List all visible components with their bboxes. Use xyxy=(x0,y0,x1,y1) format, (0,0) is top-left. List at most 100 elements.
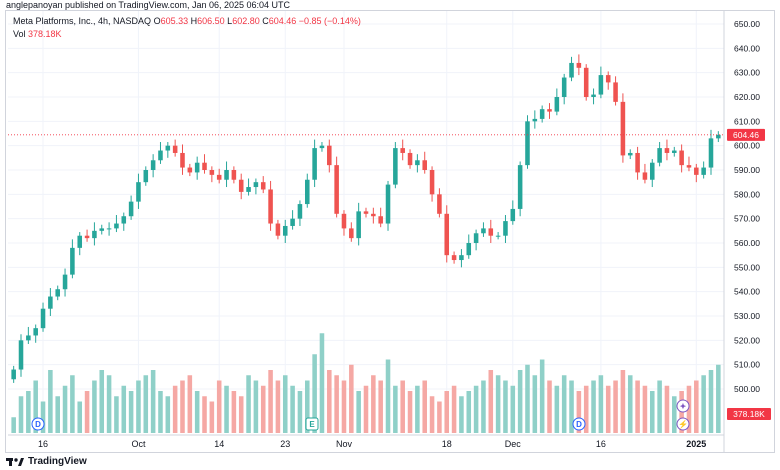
volume-bar xyxy=(525,364,530,433)
volume-bar xyxy=(591,380,596,433)
tradingview-brand[interactable]: TradingView xyxy=(6,456,87,467)
volume-bar xyxy=(282,375,288,433)
candle xyxy=(282,225,288,236)
volume-bar xyxy=(231,391,237,433)
candle xyxy=(716,134,721,139)
candle xyxy=(481,228,486,234)
volume-bar xyxy=(202,396,207,433)
candle xyxy=(517,165,523,209)
volume-bar xyxy=(488,370,494,433)
volume-bar xyxy=(246,375,251,433)
volume-bar xyxy=(569,380,574,433)
candle xyxy=(708,138,714,168)
volume-bar xyxy=(150,370,156,433)
volume-bar xyxy=(341,380,347,433)
x-tick-label: 2025 xyxy=(686,439,706,449)
last-volume-label: 378.18K xyxy=(733,409,765,419)
volume-bar xyxy=(400,380,405,433)
volume-bar xyxy=(11,417,16,433)
candle xyxy=(216,174,222,180)
volume-bar xyxy=(143,375,149,433)
dividend-marker-icon[interactable] xyxy=(31,417,45,431)
high-label: H xyxy=(190,16,198,26)
volume-bar xyxy=(517,370,523,433)
volume-bar xyxy=(437,401,442,433)
candle xyxy=(290,218,295,226)
candle xyxy=(547,109,552,112)
volume-bar xyxy=(481,380,486,433)
volume-bar xyxy=(635,380,640,433)
candle xyxy=(246,187,251,192)
candle xyxy=(92,230,97,239)
event-marker-icon-glyph: ✦ xyxy=(680,402,687,411)
y-tick-label: 540.00 xyxy=(734,287,760,297)
volume-bar xyxy=(583,385,589,433)
x-tick-label: 16 xyxy=(596,439,606,449)
dividend-marker-icon[interactable] xyxy=(572,417,586,431)
candle xyxy=(349,228,354,239)
volume-bar xyxy=(158,391,163,433)
y-tick-label: 500.00 xyxy=(734,384,760,394)
chart-frame xyxy=(5,10,775,453)
candle xyxy=(525,121,530,166)
earnings-marker-icon[interactable] xyxy=(305,417,319,431)
candle xyxy=(26,335,31,341)
y-tick-label: 620.00 xyxy=(734,92,760,102)
x-tick-label: Nov xyxy=(336,439,353,449)
symbol-legend: Meta Platforms, Inc., 4h, NASDAQ O605.33… xyxy=(13,16,361,26)
candle xyxy=(539,109,545,119)
candle xyxy=(679,150,684,166)
volume-bar xyxy=(18,396,24,433)
candle xyxy=(55,289,60,297)
candle xyxy=(150,160,156,170)
open-value: 605.33 xyxy=(160,16,189,26)
volume-bar xyxy=(510,385,516,433)
candle xyxy=(363,211,369,214)
candle xyxy=(495,235,501,237)
volume-bar xyxy=(649,391,655,433)
volume-bar xyxy=(716,364,721,433)
candle xyxy=(194,162,200,173)
candle xyxy=(686,165,692,168)
volume-bar xyxy=(701,375,706,433)
last-price-tag xyxy=(727,128,765,141)
volume-bar xyxy=(642,385,648,433)
candle xyxy=(356,211,361,239)
candle xyxy=(378,216,383,224)
candle xyxy=(466,243,472,256)
candle xyxy=(202,162,207,170)
lightning-marker-icon[interactable] xyxy=(676,417,690,431)
volume-bar xyxy=(26,391,31,433)
candle xyxy=(583,67,589,97)
high-value: 606.50 xyxy=(197,16,225,26)
event-marker-icon[interactable] xyxy=(676,399,690,413)
candle xyxy=(334,165,339,214)
volume-bar xyxy=(466,391,472,433)
candle xyxy=(62,274,68,290)
volume-bar xyxy=(554,385,560,433)
volume-bar xyxy=(187,375,193,433)
candle xyxy=(437,194,442,214)
candle xyxy=(459,255,464,261)
candle xyxy=(385,184,391,224)
volume-bar xyxy=(70,375,75,433)
y-tick-label: 590.00 xyxy=(734,165,760,175)
candle xyxy=(371,213,376,217)
candle xyxy=(561,77,567,97)
volume-bar xyxy=(539,359,545,433)
y-tick-label: 560.00 xyxy=(734,238,760,248)
tradingview-brand-label: TradingView xyxy=(28,456,87,467)
candle xyxy=(327,145,332,166)
candle xyxy=(77,235,83,248)
volume-bar xyxy=(371,375,376,433)
candle xyxy=(649,162,655,180)
y-tick-label: 600.00 xyxy=(734,141,760,151)
x-tick-label: 23 xyxy=(280,439,290,449)
candle xyxy=(400,148,405,153)
volume-bar xyxy=(503,380,508,433)
volume-bar xyxy=(613,380,618,433)
y-tick-label: 580.00 xyxy=(734,189,760,199)
volume-bar xyxy=(356,391,361,433)
candle xyxy=(305,179,310,205)
